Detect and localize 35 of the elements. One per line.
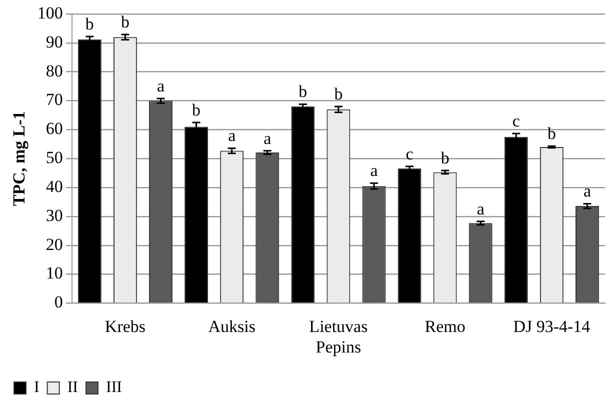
annotation: c	[512, 111, 520, 130]
annotation: a	[228, 126, 236, 146]
annotation: b	[120, 12, 130, 32]
annotation: c	[406, 144, 414, 164]
y-axis-title: TPC, mg L-1	[10, 111, 29, 206]
annotation: a	[583, 182, 592, 201]
annotation: b	[334, 84, 343, 104]
y-tick-label: 40	[46, 176, 63, 196]
y-tick-label: 10	[46, 264, 63, 283]
annotation: a	[476, 199, 485, 218]
legend-label: III	[106, 379, 122, 396]
y-tick-label: 90	[46, 32, 63, 52]
annotation: b	[547, 124, 556, 144]
annotation: b	[192, 100, 201, 120]
annotation: a	[370, 161, 378, 180]
y-tick-label: 20	[46, 234, 63, 254]
y-tick-label: 30	[46, 206, 63, 225]
y-tick-label: 0	[54, 292, 63, 312]
x-tick-label: Auksis	[208, 316, 256, 336]
annotation: a	[156, 76, 165, 96]
y-tick-label: 100	[37, 3, 63, 22]
y-tick-label: 70	[46, 90, 63, 110]
x-tick-label: Remo	[424, 316, 466, 336]
legend-label: I	[34, 379, 40, 396]
annotation: a	[264, 128, 272, 148]
annotation: b	[298, 82, 308, 102]
y-tick-label: 60	[46, 119, 63, 138]
y-tick-label: 80	[46, 61, 63, 80]
x-tick-label: Lietuvas Pepins	[309, 316, 368, 356]
annotation: b	[440, 148, 450, 168]
annotation: b	[85, 14, 94, 34]
legend-label: II	[67, 379, 78, 396]
x-tick-label: Krebs	[104, 316, 146, 336]
x-tick-label: DJ 93-4-14	[513, 316, 591, 336]
y-tick-label: 50	[46, 148, 63, 168]
